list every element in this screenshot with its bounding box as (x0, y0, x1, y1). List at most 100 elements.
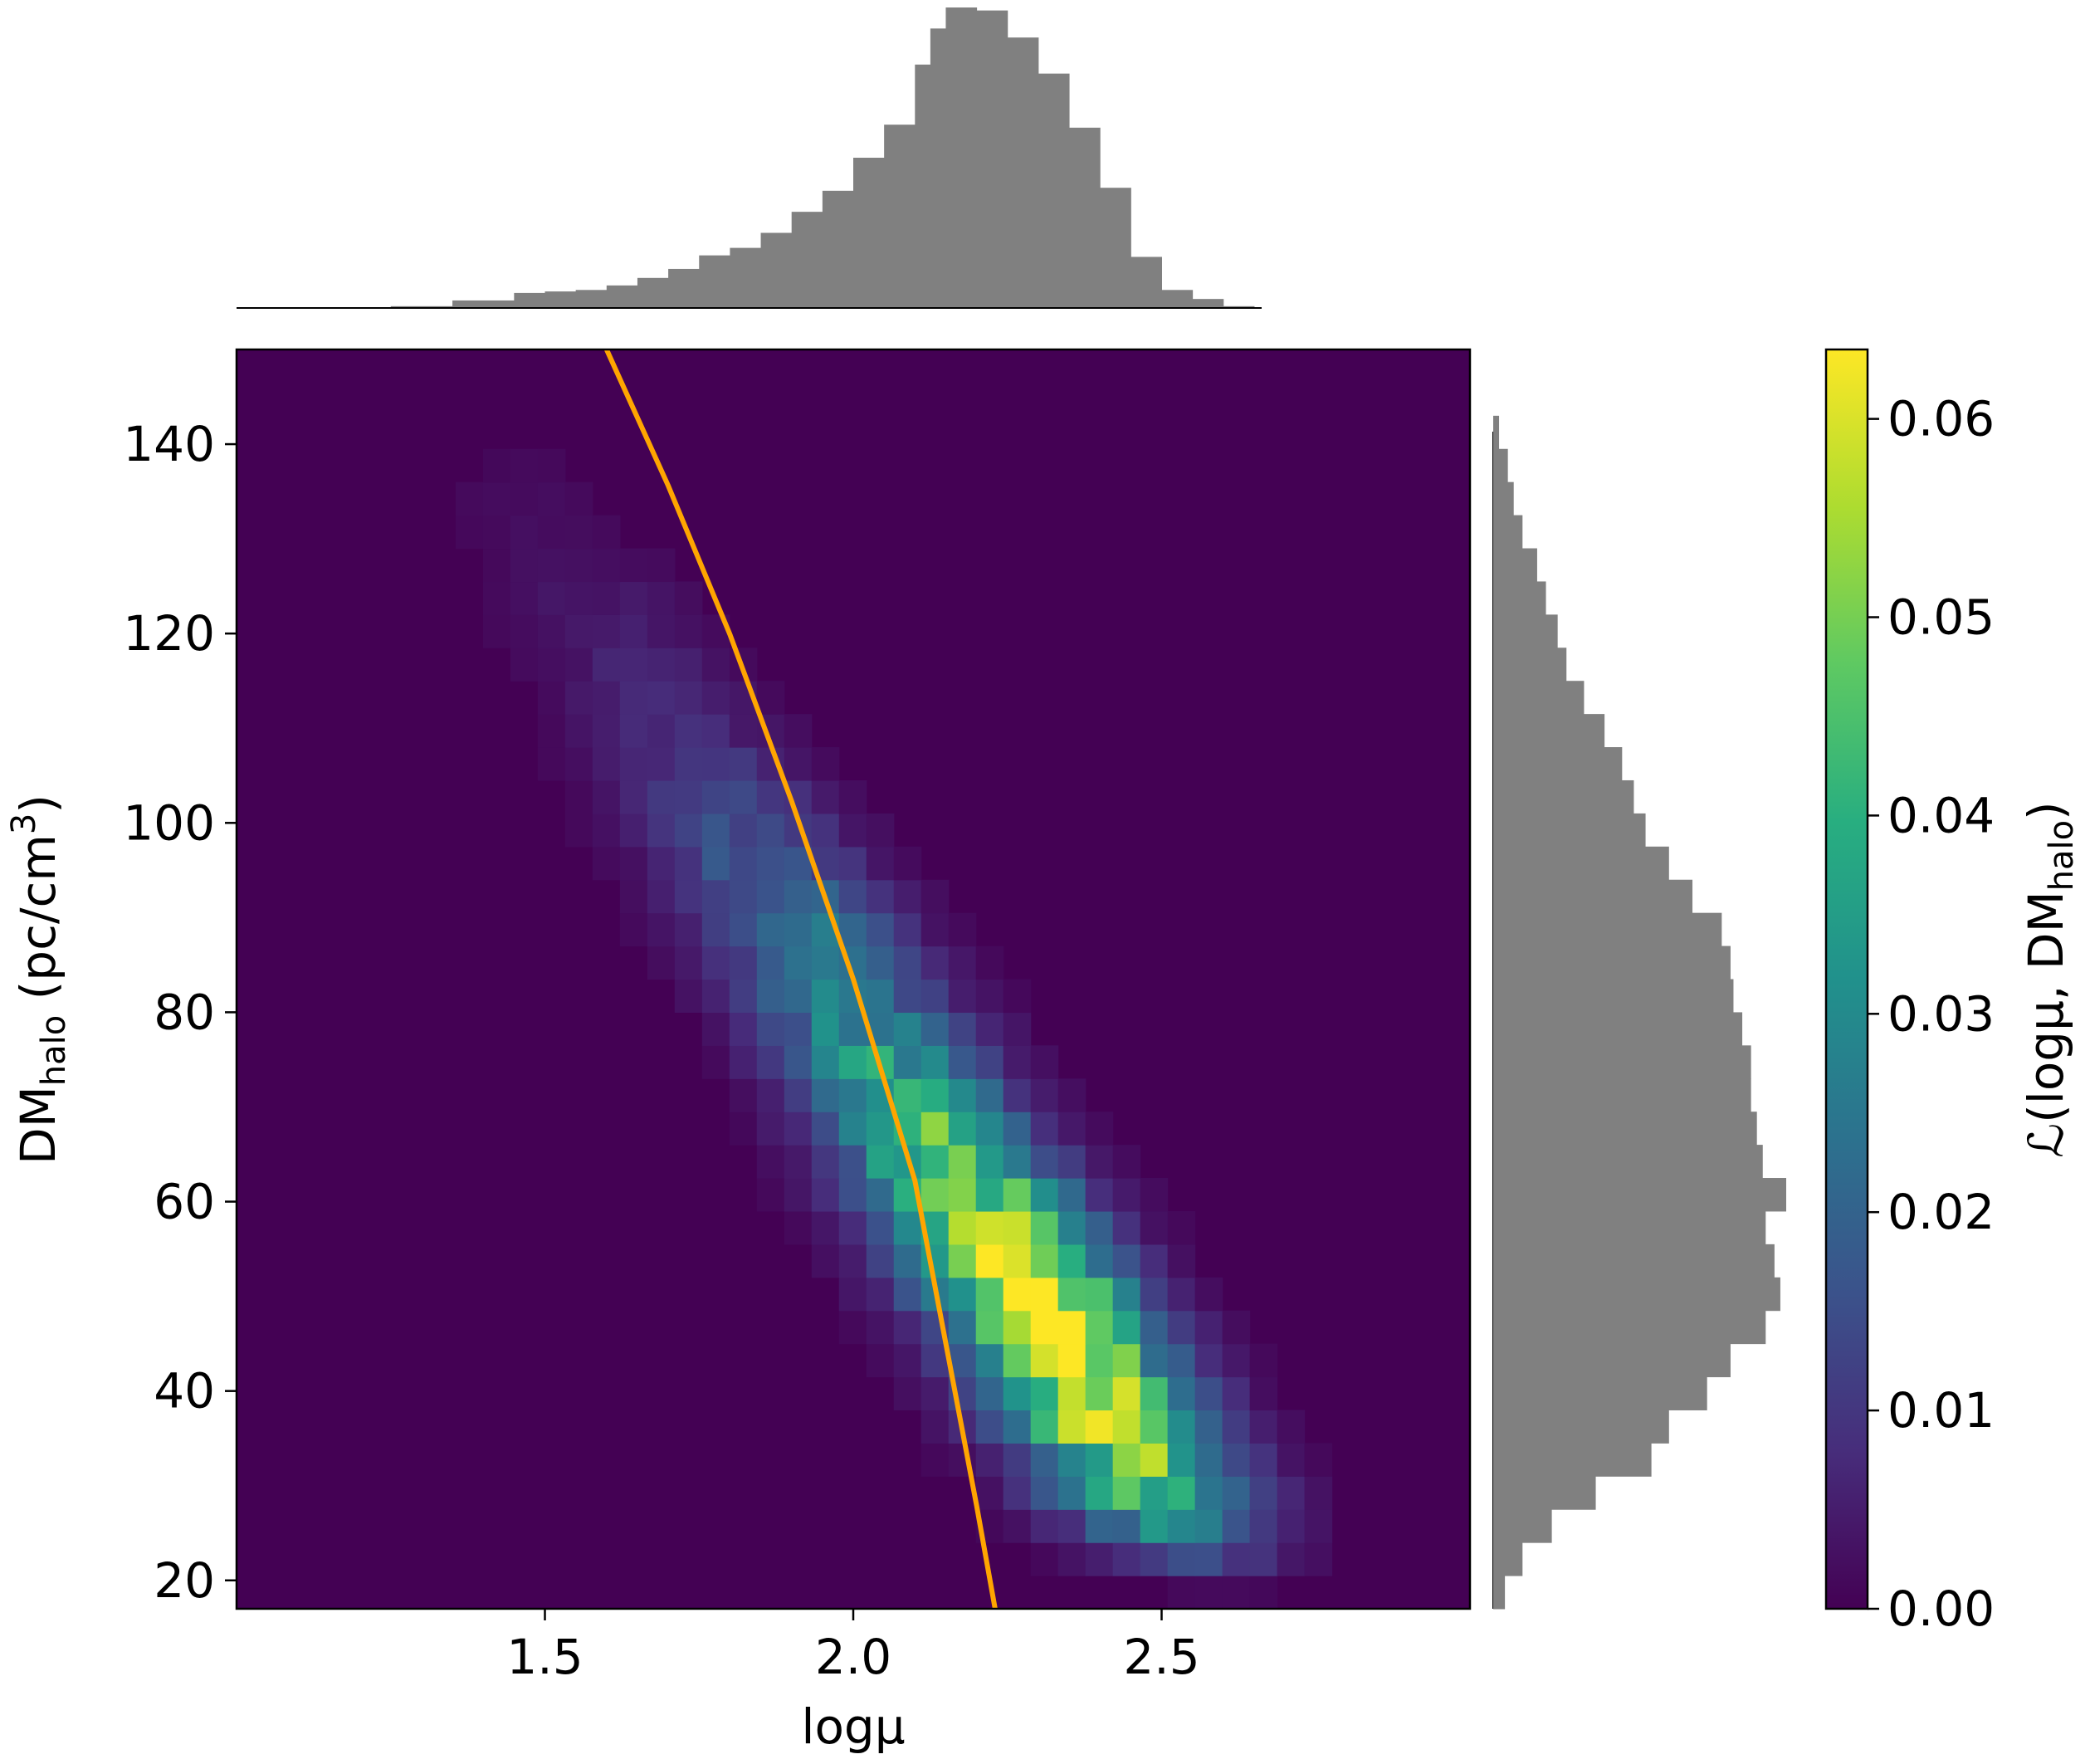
heatmap-cell (1003, 1310, 1032, 1345)
heatmap-cell (564, 714, 593, 748)
heatmap-cell (1030, 1542, 1059, 1576)
right-histogram-bar (1493, 846, 1669, 881)
heatmap-cell (920, 1045, 950, 1079)
heatmap-cell (1003, 1343, 1032, 1378)
heatmap-cell (948, 912, 977, 947)
right-histogram-bar (1493, 481, 1514, 516)
heatmap-cell (647, 747, 676, 781)
heatmap-cell (619, 581, 648, 615)
heatmap-cell (784, 1145, 813, 1179)
heatmap-cell (838, 779, 867, 814)
heatmap-cell (893, 979, 922, 1014)
heatmap-cell (592, 747, 621, 781)
heatmap-cell (866, 879, 895, 914)
right-histogram-bar (1493, 1277, 1780, 1312)
top-histogram-bar (390, 305, 453, 308)
heatmap-cell (893, 846, 922, 881)
heatmap-cell (510, 481, 539, 516)
heatmap-cell (893, 1343, 922, 1378)
heatmap-cell (1003, 1145, 1032, 1179)
top-histogram-bar (544, 291, 577, 308)
heatmap-cell (537, 515, 566, 550)
heatmap-cell (920, 1244, 950, 1278)
heatmap-cell (1112, 1277, 1141, 1312)
top-histogram-bar (637, 277, 669, 308)
heatmap-cell (1194, 1376, 1223, 1411)
colorbar-ticks: 0.00 0.01 0.02 0.03 0.04 0.05 0.06 (1868, 391, 1995, 1637)
heatmap-cell (1140, 1509, 1169, 1543)
heatmap-cell (756, 1012, 785, 1046)
heatmap-cell (975, 1178, 1004, 1212)
heatmap-cell (1030, 1078, 1059, 1112)
colorbar-tick-label: 0.06 (1887, 391, 1995, 447)
heatmap-cell (1030, 1178, 1059, 1212)
heatmap-cell (756, 1045, 785, 1079)
heatmap-cell (1057, 1178, 1087, 1212)
heatmap-cell (866, 912, 895, 947)
heatmap-cell (1085, 1310, 1114, 1345)
heatmap-cell (674, 681, 703, 715)
heatmap-cell (920, 1078, 950, 1112)
heatmap-cell (948, 979, 977, 1014)
heatmap-cell (975, 1376, 1004, 1411)
heatmap-cell (784, 1178, 813, 1212)
heatmap-cell (1057, 1078, 1087, 1112)
heatmap-cell (564, 548, 593, 583)
heatmap-cell (811, 1210, 840, 1245)
heatmap-cell (647, 779, 676, 814)
heatmap-cell (674, 946, 703, 980)
heatmap-cell (1003, 1112, 1032, 1146)
heatmap-cell (1030, 1210, 1059, 1245)
heatmap-cell (619, 681, 648, 715)
heatmap-cell (1057, 1310, 1087, 1345)
heatmap-cell (948, 1178, 977, 1212)
heatmap-cell (811, 1012, 840, 1046)
heatmap-cell (1222, 1509, 1251, 1543)
right-histogram-bar (1493, 879, 1693, 914)
heatmap-cell (1140, 1210, 1169, 1245)
heatmap-cell (1112, 1476, 1141, 1510)
heatmap-cell (674, 647, 703, 682)
heatmap-cell (920, 1145, 950, 1179)
heatmap-cell (1057, 1443, 1087, 1477)
heatmap-cell (1194, 1576, 1223, 1609)
heatmap-cell (1030, 1410, 1059, 1444)
heatmap-cell (592, 714, 621, 748)
heatmap-cell (1140, 1443, 1169, 1477)
colorbar-tick-label: 0.04 (1887, 787, 1995, 843)
x-axis-label: logμ (801, 1698, 905, 1755)
x-tick-label: 1.5 (506, 1629, 583, 1685)
heatmap-cell (537, 647, 566, 682)
heatmap-cell (948, 1045, 977, 1079)
heatmap-cell (1140, 1476, 1169, 1510)
right-histogram-bar (1493, 1178, 1786, 1212)
heatmap-cell (838, 1244, 867, 1278)
right-histogram-bar (1493, 1410, 1669, 1444)
heatmap-cell (1140, 1376, 1169, 1411)
right-histogram-bar (1493, 1310, 1766, 1345)
heatmap-cell (866, 1210, 895, 1245)
heatmap-cell (619, 647, 648, 682)
heatmap-cell (866, 1310, 895, 1345)
heatmap-cell (1194, 1476, 1223, 1510)
heatmap-cell (1030, 1045, 1059, 1079)
heatmap-cell (729, 1045, 758, 1079)
heatmap-cell (920, 979, 950, 1014)
top-histogram-bar (1130, 257, 1162, 308)
top-histogram-bar (452, 300, 515, 308)
heatmap-cell (1140, 1542, 1169, 1576)
heatmap-cell (866, 979, 895, 1014)
heatmap-cell (866, 946, 895, 980)
heatmap-cell (784, 912, 813, 947)
right-histogram-bar (1493, 1376, 1707, 1410)
heatmap-cell (564, 581, 593, 615)
colorbar-tick-label: 0.02 (1887, 1184, 1995, 1240)
heatmap-cell (1194, 1310, 1223, 1345)
right-histogram-bar (1493, 779, 1634, 814)
right-histogram-bar (1493, 1012, 1743, 1046)
right-histogram-bar (1493, 647, 1567, 682)
heatmap-cell (1222, 1410, 1251, 1444)
top-histogram-bar (853, 158, 885, 308)
top-histogram-bar (945, 7, 978, 308)
heatmap-cell (1057, 1277, 1087, 1312)
